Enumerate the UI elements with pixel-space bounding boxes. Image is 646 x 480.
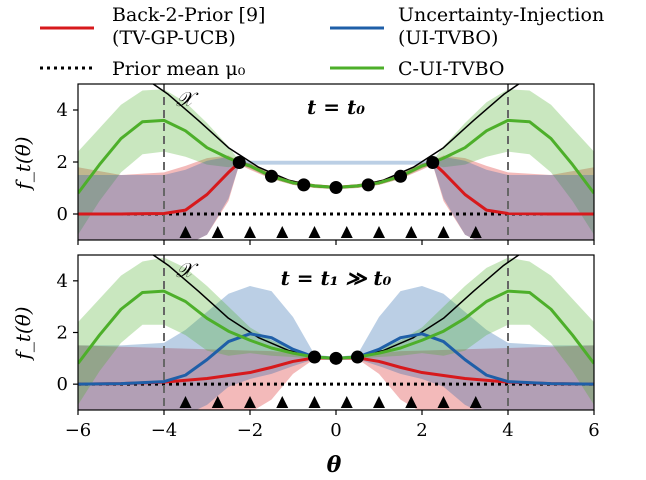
x-tick-label: 0 <box>330 420 341 441</box>
plot-area <box>78 255 594 410</box>
observation-point <box>232 156 246 170</box>
query-marker <box>405 226 418 238</box>
y-tick-label: 0 <box>57 374 68 395</box>
panel-bottom: 024−6 −4 −2 0 2 4 6t = t₁ ≫ t₀𝒳 <box>57 254 600 441</box>
query-marker <box>469 396 482 408</box>
x-tick-label: −4 <box>151 420 178 441</box>
query-marker <box>179 226 192 238</box>
legend-label-back2prior-line2: (TV-GP-UCB) <box>112 27 236 49</box>
query-marker <box>244 226 256 238</box>
y-tick-label: 2 <box>57 152 68 173</box>
y-tick-label: 4 <box>57 271 68 292</box>
y-tick-label: 4 <box>57 100 68 121</box>
observation-point <box>426 156 440 170</box>
query-marker <box>437 396 450 408</box>
x-tick-label: −6 <box>65 420 92 441</box>
query-marker <box>405 396 418 408</box>
band-blue_band <box>78 156 594 240</box>
observation-point <box>297 178 311 192</box>
observation-point <box>351 350 364 364</box>
query-marker <box>437 226 450 238</box>
query-marker <box>340 396 353 408</box>
query-marker <box>276 396 289 408</box>
region-label: 𝒳 <box>176 87 199 111</box>
ylabel-bottom: f_t(θ) <box>11 306 35 361</box>
query-marker <box>179 396 192 408</box>
query-marker <box>308 226 321 238</box>
y-tick-label: 2 <box>57 323 68 344</box>
x-tick-label: 6 <box>588 420 599 441</box>
legend: Back-2-Prior [9] (TV-GP-UCB) Uncertainty… <box>40 4 604 80</box>
band-green <box>78 89 594 235</box>
band-green <box>78 257 594 405</box>
x-tick-label: 2 <box>416 420 427 441</box>
x-tick-label: 4 <box>502 420 513 441</box>
ylabel-top: f_t(θ) <box>11 136 35 191</box>
legend-label-back2prior-line1: Back-2-Prior [9] <box>112 4 265 26</box>
query-marker <box>373 396 385 408</box>
query-marker <box>244 396 256 408</box>
observation-point <box>394 169 407 183</box>
observation-point <box>329 351 343 365</box>
panel-annotation: t = t₁ ≫ t₀ <box>281 266 392 290</box>
plot-area <box>78 84 594 240</box>
panel-top: 0 2 4 t = t₀ 𝒳 <box>57 83 595 245</box>
legend-label-ui-tvbo-line2: (UI-TVBO) <box>398 27 498 49</box>
legend-label-c-ui-tvbo: C-UI-TVBO <box>398 58 505 80</box>
xlabel: θ <box>327 452 342 478</box>
observation-point <box>329 180 343 194</box>
query-marker <box>211 226 224 238</box>
legend-label-prior-mean: Prior mean μ₀ <box>112 58 246 80</box>
y-tick-label: 0 <box>57 204 68 225</box>
x-tick-label: −2 <box>237 420 264 441</box>
query-marker <box>276 226 289 238</box>
band-red <box>78 155 594 240</box>
observation-point <box>361 178 375 192</box>
observation-point <box>308 350 321 364</box>
query-marker <box>308 396 321 408</box>
query-marker <box>469 226 482 238</box>
query-marker <box>211 396 224 408</box>
query-marker <box>373 226 385 238</box>
legend-label-ui-tvbo-line1: Uncertainty-Injection <box>398 4 604 26</box>
panel-annotation: t = t₀ <box>307 95 365 119</box>
query-marker <box>340 226 353 238</box>
observation-point <box>265 169 278 183</box>
band-red <box>78 345 594 410</box>
